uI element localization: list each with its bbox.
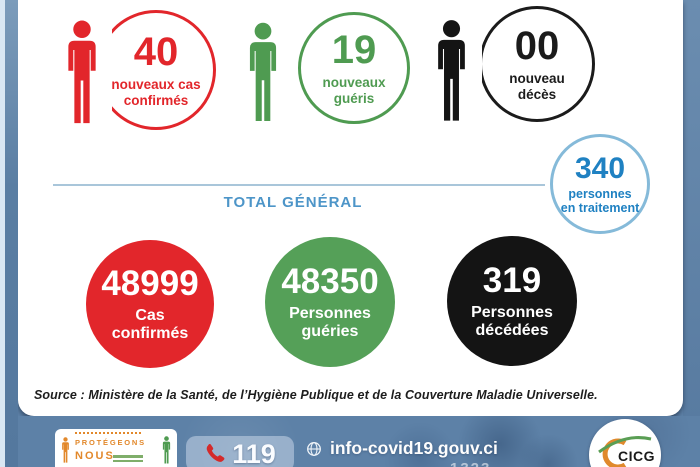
- website-row: info-covid19.gouv.ci: [306, 438, 498, 459]
- left-outer-strip: [0, 0, 5, 467]
- new-deaths-value: 00: [514, 24, 560, 69]
- total-deaths-circle: 319 Personnes décédées: [447, 236, 577, 366]
- partial-digits: 1323: [450, 460, 491, 467]
- in-treatment-ring: 340 personnes en traitement: [550, 134, 650, 234]
- total-recovered-label-line2: guéries: [301, 322, 359, 340]
- new-recovered-label-line1: nouveaux: [322, 75, 386, 91]
- campaign-person-orange-icon: [62, 437, 69, 463]
- right-strip: [683, 0, 700, 467]
- new-cases-ring: 40 nouveaux cas confirmés: [96, 10, 216, 130]
- campaign-logo: PROTÉGEONS NOUS: [55, 429, 177, 467]
- total-recovered-label-line1: Personnes: [289, 304, 371, 322]
- total-deaths-value: 319: [482, 260, 542, 300]
- cicg-green-swoosh: [598, 436, 652, 454]
- phone-icon: [206, 443, 225, 462]
- total-recovered-value: 48350: [281, 261, 379, 301]
- globe-icon: [307, 441, 321, 456]
- total-confirmed-label-line1: Cas: [135, 306, 165, 324]
- infographic-card: 40 nouveaux cas confirmés 19 nouveaux gu…: [18, 0, 683, 416]
- new-deaths-ring: 00 nouveau décès: [479, 6, 595, 122]
- footer-bar: PROTÉGEONS NOUS 119 info-covid19.gouv.ci…: [0, 416, 700, 467]
- cicg-text: CICG: [618, 448, 655, 464]
- new-recovered-value: 19: [331, 28, 377, 73]
- campaign-subtitle: NOUS: [75, 450, 115, 462]
- in-treatment-value: 340: [574, 151, 626, 185]
- hotline-badge: 119: [186, 436, 294, 467]
- new-cases-label-line1: nouveaux cas: [111, 77, 201, 93]
- new-cases-label-line2: confirmés: [123, 92, 189, 108]
- campaign-small-text: [113, 453, 143, 464]
- total-deaths-label-line1: Personnes: [471, 303, 553, 321]
- source-text: Source : Ministère de la Santé, de l’Hyg…: [34, 388, 598, 402]
- divider-line: [53, 184, 545, 186]
- total-general-heading: TOTAL GÉNÉRAL: [223, 194, 363, 211]
- new-recovered-label-line2: guéris: [333, 90, 375, 106]
- new-deaths-label-line2: décès: [517, 86, 557, 102]
- in-treatment-label-line2: en traitement: [560, 200, 640, 215]
- total-recovered-circle: 48350 Personnes guéries: [265, 237, 395, 367]
- new-recovered-ring: 19 nouveaux guéris: [298, 12, 410, 124]
- cicg-logo: CICG: [589, 419, 661, 467]
- new-cases-value: 40: [133, 30, 179, 75]
- campaign-person-green-icon: [162, 436, 171, 464]
- in-treatment-label-line1: personnes: [568, 186, 632, 201]
- left-inner-strip: [5, 0, 18, 467]
- campaign-dotted-line: [75, 432, 141, 434]
- hotline-number: 119: [232, 438, 276, 467]
- new-cases-person-icon: [68, 20, 96, 124]
- total-confirmed-label-line2: confirmés: [111, 324, 189, 342]
- new-deaths-label-line1: nouveau: [509, 71, 565, 87]
- website-url: info-covid19.gouv.ci: [330, 438, 498, 458]
- total-confirmed-circle: 48999 Cas confirmés: [86, 240, 214, 368]
- new-deaths-person-icon: [438, 20, 465, 121]
- total-confirmed-value: 48999: [101, 263, 199, 303]
- total-deaths-label-line2: décédées: [475, 321, 549, 339]
- campaign-title: PROTÉGEONS: [75, 438, 146, 447]
- new-recovered-person-icon: [249, 22, 277, 122]
